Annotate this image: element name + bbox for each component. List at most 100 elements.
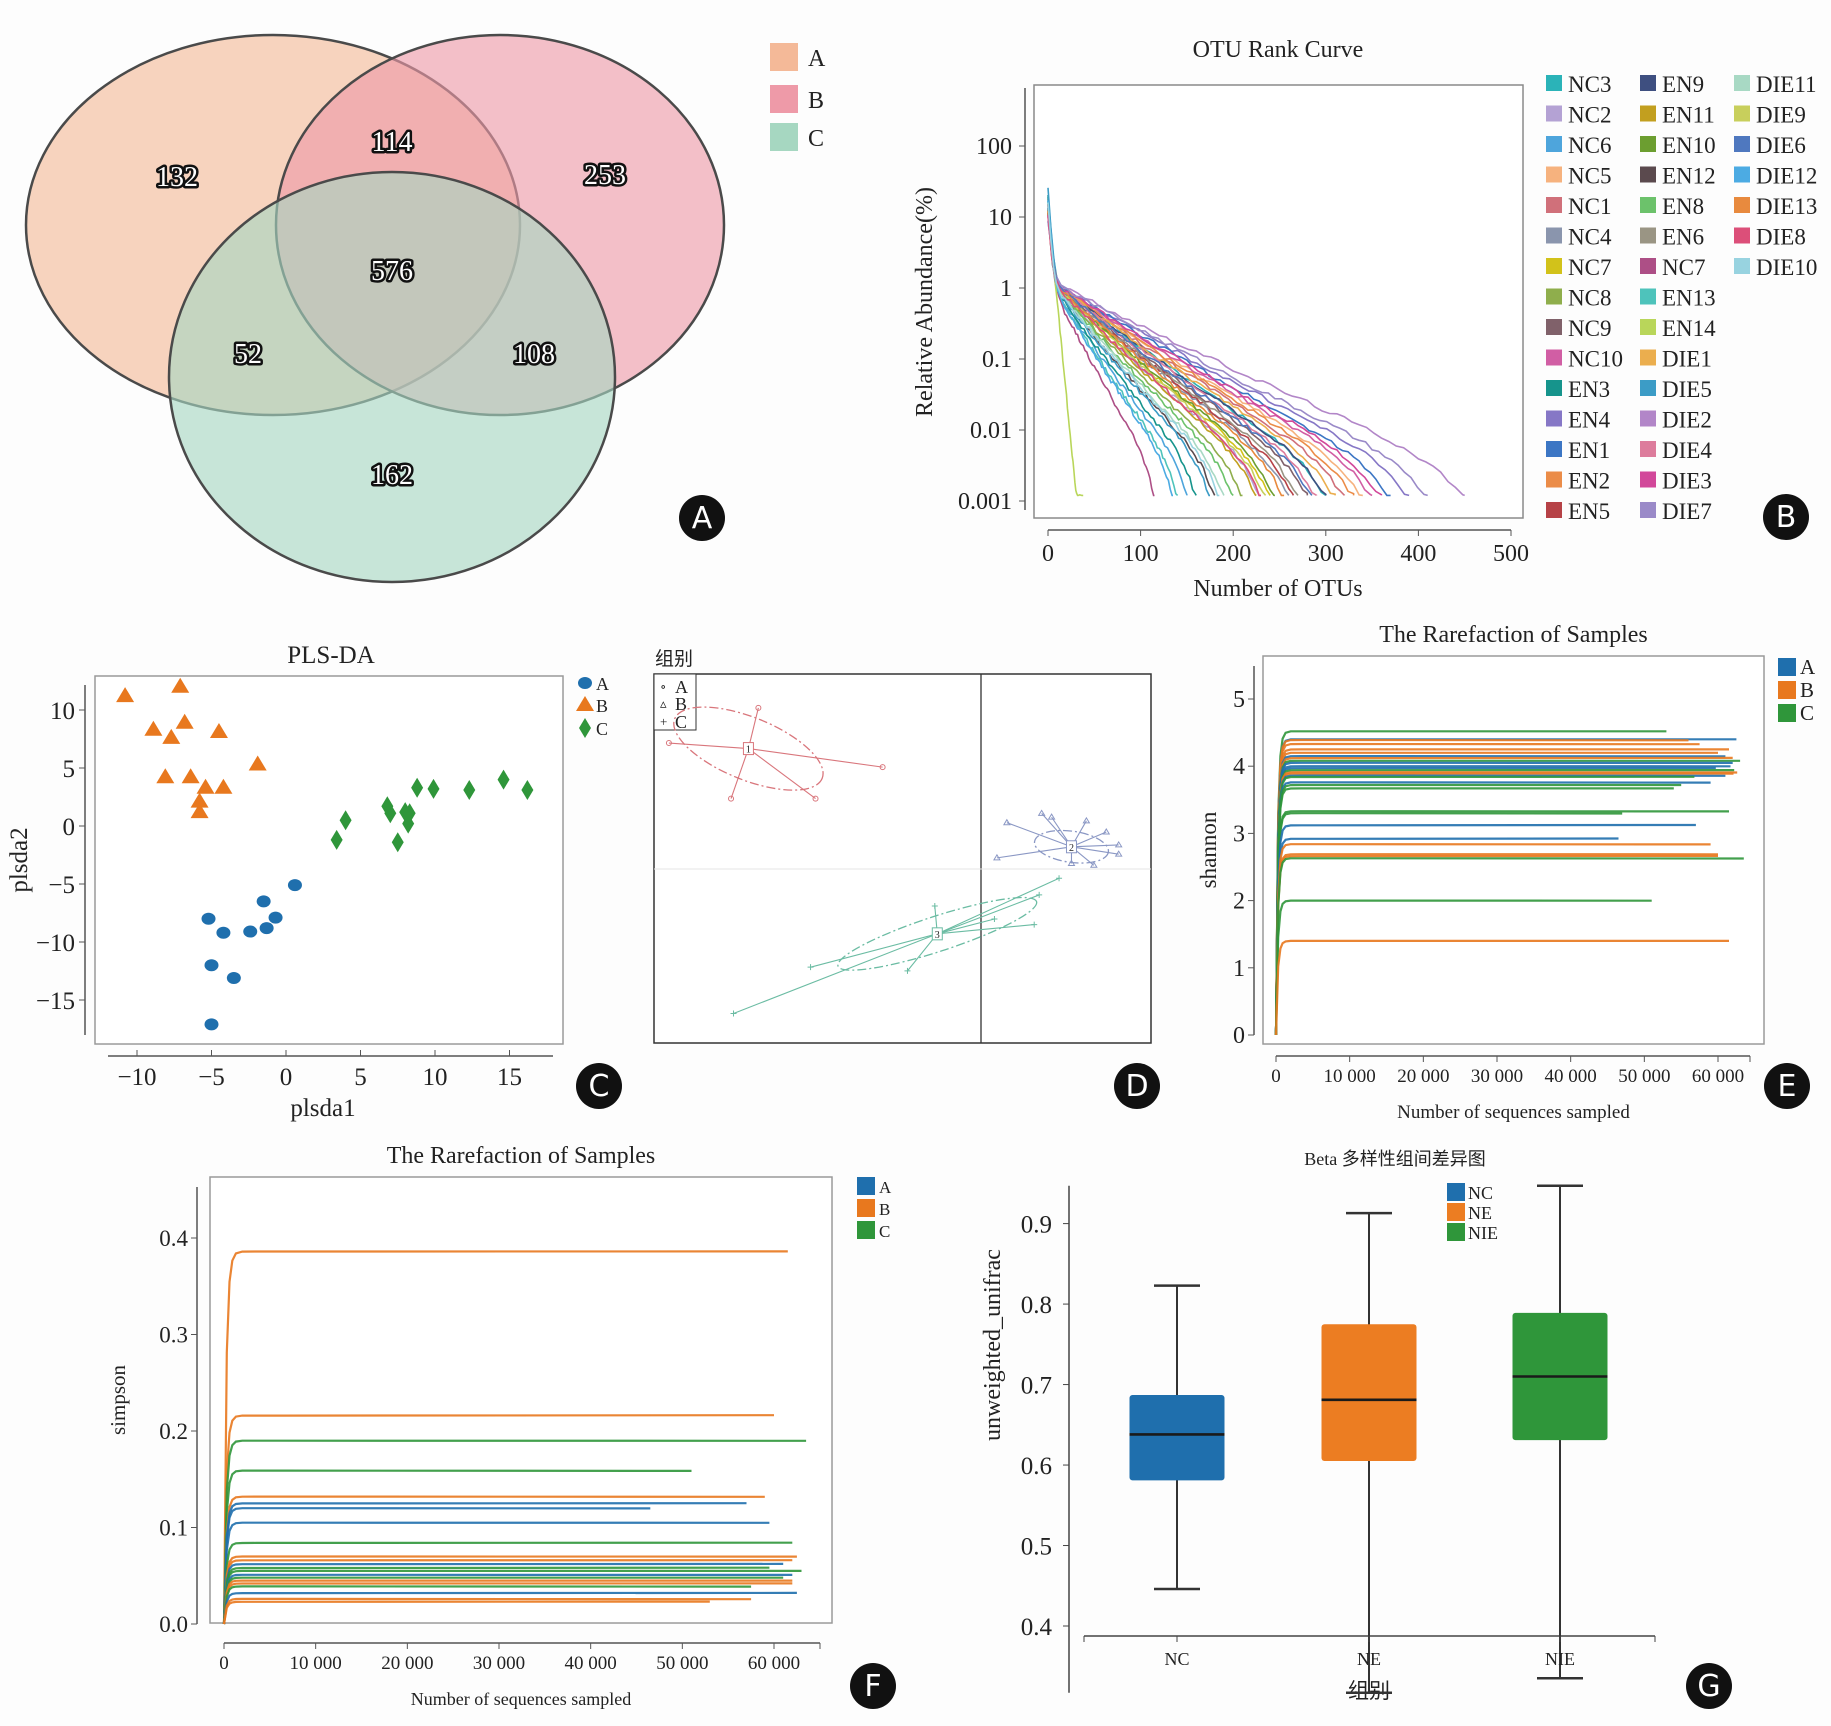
legend-swatch-nc6 <box>1546 136 1562 152</box>
panel-badge-b: B <box>1763 494 1809 540</box>
y-tick-label: 0.2 <box>159 1419 188 1444</box>
rank-curve-en3 <box>1047 195 1197 496</box>
legend-swatch-die8 <box>1734 227 1750 244</box>
legend-label-c: C <box>808 126 824 152</box>
legend-label-en1: EN1 <box>1568 438 1610 463</box>
rank-curve-die7 <box>1047 221 1428 497</box>
legend-label-en2: EN2 <box>1568 469 1610 494</box>
data-point-a <box>728 795 735 802</box>
data-point-c <box>730 1010 737 1017</box>
legend-swatch-en5 <box>1546 502 1562 518</box>
x-tick-label: 5 <box>354 1064 367 1091</box>
rank-curve-die2 <box>1047 221 1465 497</box>
spider-line-c <box>937 877 1060 935</box>
legend-swatch-die12 <box>1734 166 1750 183</box>
x-axis-label: Number of OTUs <box>1193 576 1362 602</box>
legend-swatch-a <box>857 1177 875 1195</box>
y-tick-label: 0.3 <box>159 1323 188 1348</box>
legend-marker-b <box>576 696 594 711</box>
rank-curve-en4 <box>1047 214 1410 497</box>
venn-set-c <box>167 170 617 584</box>
data-point-c <box>497 769 510 790</box>
spider-line-a <box>668 742 749 750</box>
y-tick-label: 2 <box>1233 889 1245 915</box>
data-point-b <box>1047 813 1056 820</box>
data-point-a <box>256 895 271 908</box>
legend-label-b: B <box>879 1200 890 1219</box>
data-point-a <box>204 1018 219 1031</box>
group-ellipse-c <box>837 896 1038 971</box>
chart-title: The Rarefaction of Samples <box>1379 622 1648 648</box>
legend-label-die6: DIE6 <box>1756 133 1806 158</box>
x-tick-label: 20 000 <box>381 1653 433 1674</box>
y-axis-label: shannon <box>1196 811 1221 888</box>
x-tick-label: NC <box>1164 1649 1189 1669</box>
data-point-c <box>807 964 814 971</box>
x-tick-label: 0 <box>280 1064 293 1091</box>
centroid-box-a <box>742 742 754 756</box>
spider-line-c <box>810 933 938 968</box>
legend-label-en12: EN12 <box>1662 164 1716 189</box>
legend-label-die4: DIE4 <box>1662 438 1712 463</box>
x-tick-label: 10 000 <box>1324 1066 1376 1087</box>
legend-label-die13: DIE13 <box>1756 194 1817 219</box>
x-axis-label: Number of sequences sampled <box>1397 1102 1630 1123</box>
data-point-b <box>196 778 215 794</box>
y-tick-label: 1 <box>1233 956 1245 982</box>
data-point-a <box>287 879 302 892</box>
group-ellipse-b <box>1033 829 1110 864</box>
legend-swatch-nc5 <box>1546 166 1562 183</box>
data-point-b <box>162 728 181 744</box>
panel-badge-c: C <box>576 1063 622 1109</box>
legend-swatch-en9 <box>1640 75 1656 91</box>
data-point-c <box>384 803 397 824</box>
legend-label-en8: EN8 <box>1662 194 1704 219</box>
rarefaction-curve-c <box>222 1439 807 1625</box>
legend-swatch-nc3 <box>1546 75 1562 91</box>
y-axis-label: Relative Abundance(%) <box>912 187 938 417</box>
venn-count-b: 253 <box>584 160 626 191</box>
centroid-box-c <box>931 927 943 941</box>
panel-d-ordination: 组别 ∘ A ▵ B + C 1 2 3 D <box>0 0 1180 1120</box>
y-tick-label: 0.0 <box>159 1612 188 1637</box>
legend-label-die7: DIE7 <box>1662 499 1712 524</box>
data-point-b <box>175 713 194 729</box>
plot-frame <box>1262 655 1765 1045</box>
spider-line-c <box>937 918 995 935</box>
plot-frame <box>653 673 1152 1044</box>
rarefaction-curve-b <box>1274 939 1729 1036</box>
y-tick-label: 10 <box>50 698 75 725</box>
legend-label-die11: DIE11 <box>1756 72 1816 97</box>
data-point-b <box>209 723 228 739</box>
legend-label-c: C <box>596 719 608 739</box>
y-tick-label: 5 <box>63 756 76 783</box>
legend-label-c: C <box>879 1222 890 1241</box>
data-point-b <box>190 803 209 819</box>
panel-badge-e: E <box>1764 1063 1810 1109</box>
rarefaction-curve-c <box>1274 857 1744 1036</box>
spider-line-a <box>730 748 749 799</box>
data-point-c <box>521 780 534 801</box>
rarefaction-curve-c <box>222 1541 793 1625</box>
spider-line-c <box>937 924 1035 935</box>
legend-label-b: B <box>596 696 608 716</box>
legend-label-die9: DIE9 <box>1756 103 1806 128</box>
panel-label-g: G <box>1697 1668 1721 1704</box>
shannon-rarefaction-chart: The Rarefaction of Samples 0 1 2 3 4 5 0 10 000 2… <box>1196 622 1816 1123</box>
data-point-c <box>904 967 911 974</box>
rank-curve-die3 <box>1047 216 1383 496</box>
data-point-b <box>1082 816 1091 824</box>
legend-swatch-die7 <box>1640 502 1656 518</box>
chart-title: The Rarefaction of Samples <box>387 1143 656 1169</box>
y-tick-label: 0.001 <box>958 489 1012 515</box>
spider-line-c <box>937 894 1040 935</box>
panel-badge-g: G <box>1686 1663 1732 1709</box>
x-tick-label: 50 000 <box>656 1653 708 1674</box>
legend-swatch-nc10 <box>1546 349 1562 366</box>
legend-swatch-nc7 <box>1546 258 1562 274</box>
data-point-b <box>1102 827 1111 835</box>
legend-swatch-en14 <box>1640 319 1656 335</box>
legend-label-die10: DIE10 <box>1756 255 1817 280</box>
